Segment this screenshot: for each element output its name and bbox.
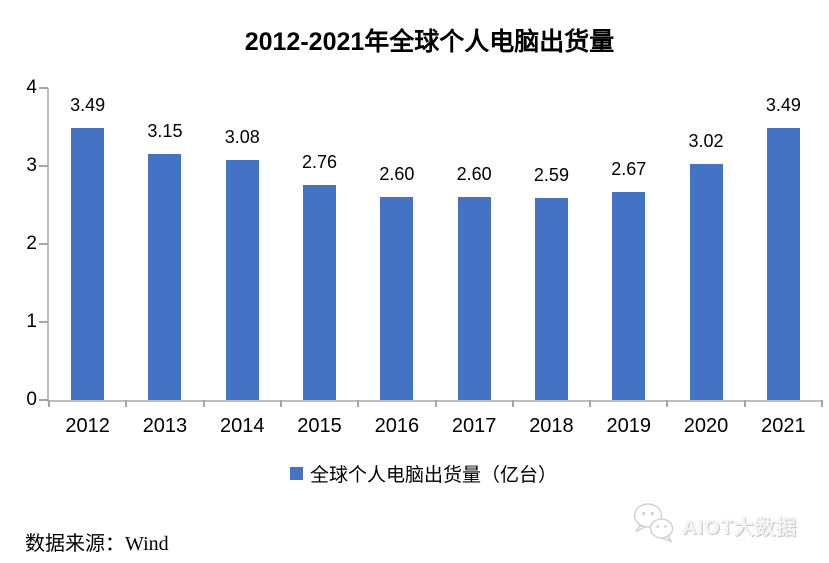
bar-value-label: 2.76 (302, 151, 338, 172)
bar-2012 (71, 127, 105, 400)
bar-value-label: 3.49 (765, 94, 801, 115)
legend-swatch (289, 467, 303, 480)
x-axis-tick (743, 400, 746, 407)
x-axis-tick (125, 400, 128, 407)
y-axis-tick (39, 165, 48, 167)
bar-value-label: 3.49 (70, 94, 106, 115)
plot-area: 0 1 2 3 4 3.49 2012 3.15 2013 3.08 2014 2.76 2015 2.6… (26, 77, 823, 437)
y-axis-tick (39, 321, 48, 323)
y-axis-label: 0 (26, 389, 37, 410)
x-axis-label: 2021 (761, 415, 806, 437)
x-axis-tick (357, 400, 360, 407)
bar-value-label: 2.60 (379, 164, 415, 185)
data-source-label: 数据来源：Wind (25, 533, 169, 555)
x-axis-tick (48, 400, 50, 407)
x-axis-tick (202, 400, 205, 407)
bar-value-label: 3.08 (224, 126, 260, 147)
watermark: AIOT大数据 (630, 501, 797, 549)
chart-title: 2012-2021年全球个人电脑出货量 (244, 28, 615, 56)
y-axis-tick (39, 243, 48, 245)
bar-2014 (225, 159, 259, 400)
x-axis-label: 2015 (297, 415, 342, 437)
y-axis-label: 4 (26, 77, 37, 98)
x-axis-label: 2016 (374, 415, 420, 437)
x-axis-label: 2019 (606, 415, 651, 437)
bar-value-label: 3.02 (688, 131, 724, 152)
legend: 全球个人电脑出货量（亿台） (18, 460, 829, 487)
bar-2016 (380, 197, 414, 400)
bar-2020 (689, 164, 723, 400)
bar-2021 (766, 127, 800, 400)
bar-2013 (148, 154, 182, 400)
bar-value-label: 3.15 (147, 121, 183, 142)
x-axis-tick (821, 400, 823, 407)
y-axis-label: 1 (26, 311, 37, 332)
bar-2018 (534, 197, 568, 400)
y-axis-label: 3 (26, 155, 37, 176)
x-axis-tick (666, 400, 669, 407)
x-axis-label: 2018 (529, 415, 574, 437)
legend-label: 全球个人电脑出货量（亿台） (309, 465, 557, 486)
bar-value-label: 2.60 (456, 164, 492, 185)
bar-value-label: 2.59 (533, 164, 569, 185)
wechat-icon (630, 500, 677, 550)
x-axis-label: 2013 (142, 415, 188, 437)
x-axis-tick (589, 400, 592, 407)
bar-2019 (612, 191, 646, 400)
x-axis-tick (511, 400, 514, 407)
bar-2015 (303, 184, 337, 400)
y-axis-tick (39, 399, 48, 401)
bar-2017 (457, 197, 491, 400)
x-axis-tick (434, 400, 437, 407)
y-axis-tick (39, 87, 48, 89)
x-axis-tick (279, 400, 282, 407)
y-axis-label: 2 (26, 233, 37, 254)
x-axis-label: 2017 (451, 415, 497, 437)
watermark-text: AIOT大数据 (682, 516, 797, 539)
x-axis-label: 2020 (683, 415, 729, 437)
bar-value-label: 2.67 (611, 158, 647, 179)
x-axis-label: 2014 (219, 415, 265, 437)
x-axis-label: 2012 (65, 415, 110, 437)
